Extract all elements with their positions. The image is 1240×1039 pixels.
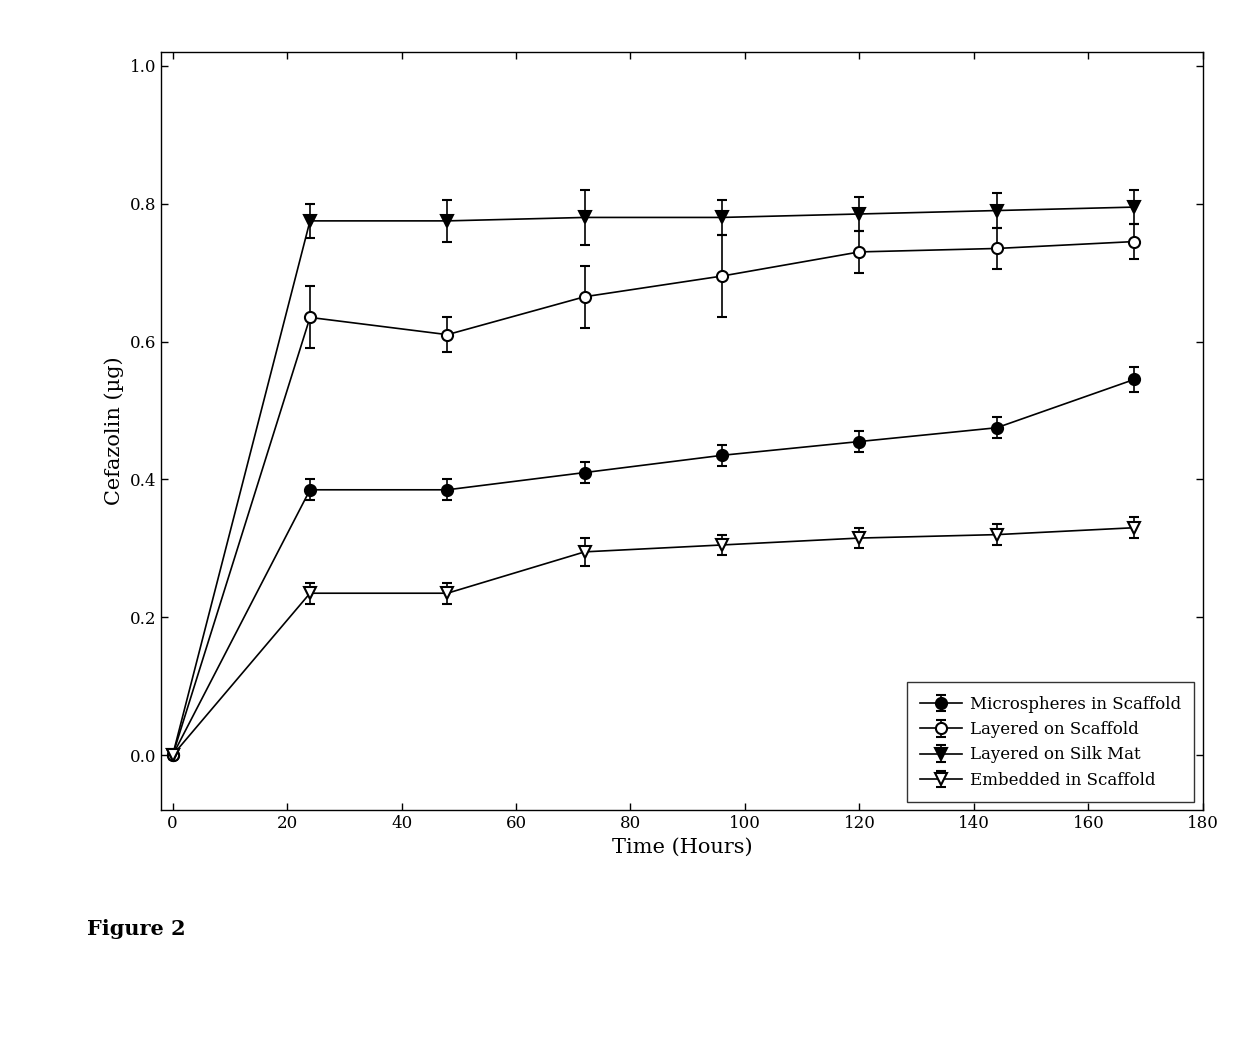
Y-axis label: Cefazolin (µg): Cefazolin (µg) xyxy=(104,356,124,506)
Text: Figure 2: Figure 2 xyxy=(87,920,186,939)
X-axis label: Time (Hours): Time (Hours) xyxy=(611,837,753,857)
Legend: Microspheres in Scaffold, Layered on Scaffold, Layered on Silk Mat, Embedded in : Microspheres in Scaffold, Layered on Sca… xyxy=(906,683,1194,802)
